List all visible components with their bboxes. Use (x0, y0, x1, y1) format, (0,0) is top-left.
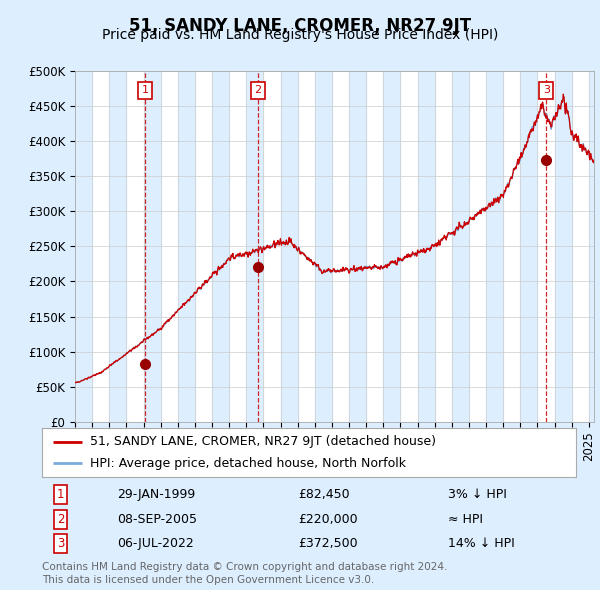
Text: 3: 3 (57, 537, 64, 550)
Bar (554, 71, 572, 422)
Bar (349, 71, 366, 422)
Bar (178, 71, 195, 422)
Text: 3% ↓ HPI: 3% ↓ HPI (448, 488, 507, 501)
Text: HPI: Average price, detached house, North Norfolk: HPI: Average price, detached house, Nort… (90, 457, 406, 470)
Bar (589, 71, 600, 422)
Bar (212, 71, 229, 422)
Bar (281, 71, 298, 422)
Bar (75, 71, 92, 422)
Text: ≈ HPI: ≈ HPI (448, 513, 483, 526)
Text: 2: 2 (57, 513, 64, 526)
Text: 51, SANDY LANE, CROMER, NR27 9JT: 51, SANDY LANE, CROMER, NR27 9JT (129, 17, 471, 35)
Text: Contains HM Land Registry data © Crown copyright and database right 2024.: Contains HM Land Registry data © Crown c… (42, 562, 448, 572)
Text: £372,500: £372,500 (298, 537, 358, 550)
Text: 06-JUL-2022: 06-JUL-2022 (117, 537, 194, 550)
Text: 1: 1 (57, 488, 64, 501)
Bar (315, 71, 332, 422)
Text: 1: 1 (142, 86, 148, 96)
Text: 2: 2 (254, 86, 262, 96)
Text: 08-SEP-2005: 08-SEP-2005 (117, 513, 197, 526)
Bar (109, 71, 127, 422)
Text: 14% ↓ HPI: 14% ↓ HPI (448, 537, 515, 550)
Bar (246, 71, 263, 422)
Bar (452, 71, 469, 422)
Text: £82,450: £82,450 (298, 488, 350, 501)
Bar (143, 71, 161, 422)
Text: Price paid vs. HM Land Registry's House Price Index (HPI): Price paid vs. HM Land Registry's House … (102, 28, 498, 42)
Bar (486, 71, 503, 422)
Text: 29-JAN-1999: 29-JAN-1999 (117, 488, 195, 501)
Bar (383, 71, 400, 422)
Text: 51, SANDY LANE, CROMER, NR27 9JT (detached house): 51, SANDY LANE, CROMER, NR27 9JT (detach… (90, 435, 436, 448)
Text: 3: 3 (543, 86, 550, 96)
Text: This data is licensed under the Open Government Licence v3.0.: This data is licensed under the Open Gov… (42, 575, 374, 585)
Bar (418, 71, 435, 422)
Bar (520, 71, 538, 422)
Text: £220,000: £220,000 (298, 513, 358, 526)
